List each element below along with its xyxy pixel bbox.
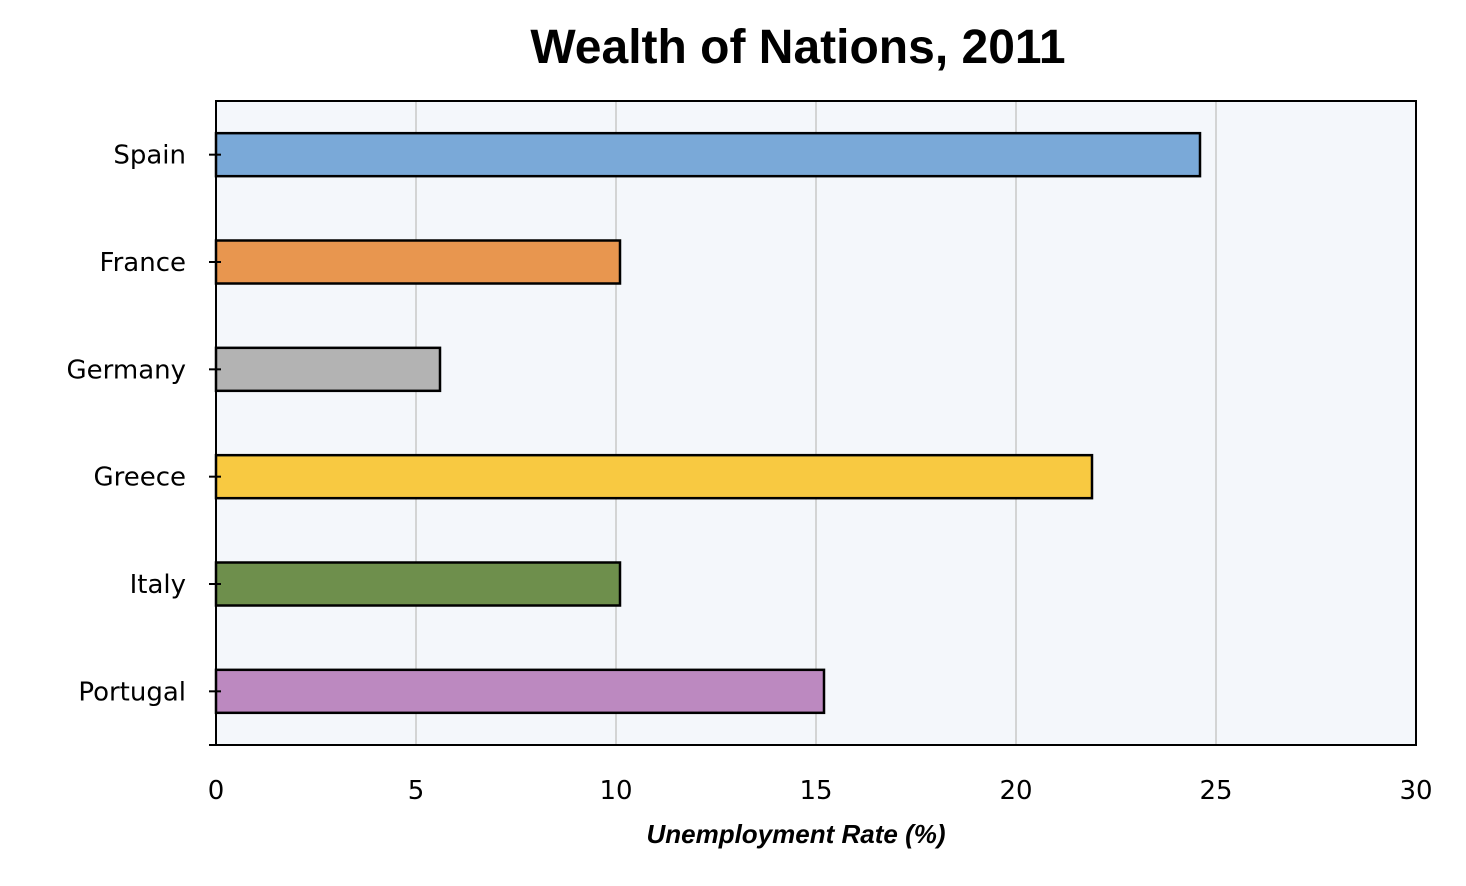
y-tick-label: Spain (113, 141, 186, 171)
bar-greece (214, 453, 1094, 500)
x-tick-label: 0 (208, 776, 225, 806)
plot-area: Spain France Germany Greece Italy Portugal 0 5 1… (66, 100, 1433, 806)
y-tick-label: Greece (93, 463, 186, 493)
x-tick-label: 10 (599, 776, 632, 806)
bar-italy (214, 561, 622, 607)
y-tick-label: Italy (130, 570, 186, 600)
bar-france (214, 239, 622, 285)
x-tick-label: 15 (799, 776, 832, 806)
bar-germany (214, 346, 442, 393)
x-tick-label: 30 (1399, 776, 1432, 806)
bar-spain (214, 131, 1202, 178)
bar-portugal (214, 668, 826, 715)
y-tick-label: France (100, 248, 186, 278)
chart-title: Wealth of Nations, 2011 (530, 21, 1065, 74)
x-tick-label: 25 (1199, 776, 1232, 806)
x-tick-label: 5 (408, 776, 425, 806)
x-axis-label: Unemployment Rate (%) (646, 819, 945, 849)
plot-frame (215, 100, 1417, 746)
y-tick-label: Portugal (78, 677, 186, 707)
y-tick-label: Germany (66, 355, 186, 385)
x-tick-label: 20 (999, 776, 1032, 806)
